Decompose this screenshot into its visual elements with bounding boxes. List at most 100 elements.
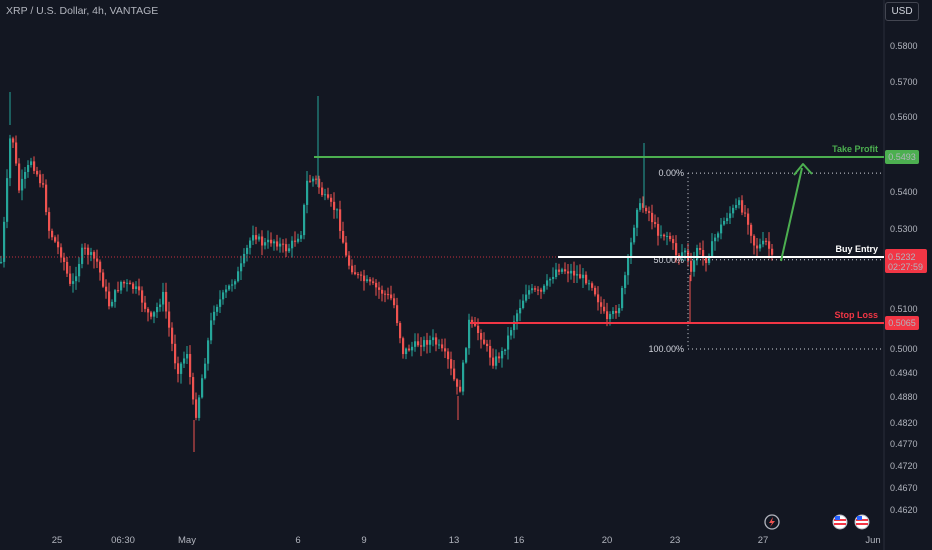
candle xyxy=(102,269,105,288)
candle xyxy=(483,332,486,345)
candle xyxy=(738,197,741,209)
candle xyxy=(261,230,264,256)
candle xyxy=(315,175,318,185)
candle xyxy=(630,237,633,264)
candle xyxy=(129,280,132,285)
candle xyxy=(405,347,408,360)
candle xyxy=(12,136,15,148)
candle xyxy=(165,282,168,319)
candle xyxy=(420,337,423,357)
candle xyxy=(354,264,357,276)
candle xyxy=(618,303,621,317)
candle xyxy=(207,337,210,371)
candle xyxy=(525,284,528,303)
candle xyxy=(648,206,651,222)
candle xyxy=(144,295,147,313)
candle xyxy=(291,236,294,258)
candle xyxy=(480,329,483,349)
candle xyxy=(78,257,81,283)
candle xyxy=(42,173,45,188)
candle xyxy=(459,379,462,393)
flag-canton xyxy=(835,516,840,520)
target-arrow-shaft xyxy=(780,167,803,262)
candle xyxy=(660,225,663,239)
candle xyxy=(435,333,438,352)
candle xyxy=(156,302,159,319)
candle xyxy=(771,244,774,261)
candle xyxy=(507,327,510,360)
x-tick-label: Jun xyxy=(865,535,880,546)
candle xyxy=(549,277,552,287)
candle xyxy=(36,166,39,177)
candle xyxy=(519,299,522,322)
candle xyxy=(564,262,567,275)
candle xyxy=(153,310,156,324)
candle xyxy=(264,238,267,250)
fib-level-label: 100.00% xyxy=(648,344,684,354)
candle xyxy=(762,231,765,248)
fib-level-label: 0.00% xyxy=(658,168,684,178)
candle xyxy=(654,214,657,228)
candle xyxy=(612,307,615,319)
candle xyxy=(162,282,165,312)
candle xyxy=(546,274,549,290)
candle xyxy=(513,315,516,339)
candle xyxy=(582,268,585,288)
candle xyxy=(537,286,540,296)
candle xyxy=(594,285,597,297)
candle xyxy=(321,182,324,197)
candle xyxy=(747,208,750,235)
candle xyxy=(498,352,501,363)
candle xyxy=(396,297,399,326)
candle xyxy=(615,304,618,319)
candle xyxy=(219,290,222,314)
candle xyxy=(465,347,468,364)
candle xyxy=(348,251,351,270)
candle xyxy=(75,266,78,290)
candle xyxy=(621,285,624,311)
x-tick-label: 16 xyxy=(514,535,525,546)
y-tick-label: 0.5300 xyxy=(890,224,918,234)
flag-stripe xyxy=(834,523,846,525)
candle xyxy=(297,233,300,244)
candle xyxy=(228,284,231,291)
candle xyxy=(426,332,429,354)
currency-button[interactable]: USD xyxy=(885,2,919,21)
candle xyxy=(66,257,69,277)
candle xyxy=(3,216,6,268)
candle xyxy=(330,193,333,207)
candle xyxy=(462,359,465,396)
candle xyxy=(456,378,459,395)
candle xyxy=(633,224,636,245)
candle xyxy=(336,208,339,219)
candle xyxy=(603,299,606,314)
candle xyxy=(555,262,558,280)
candle xyxy=(237,266,240,283)
candle xyxy=(585,271,588,285)
candle xyxy=(402,336,405,359)
candle xyxy=(366,275,369,283)
candle xyxy=(540,287,543,299)
fib-level-label: 50.00% xyxy=(653,255,684,265)
candle xyxy=(561,267,564,274)
candle xyxy=(72,273,75,293)
candle xyxy=(717,231,720,242)
candle xyxy=(138,278,141,296)
take-profit-price-label: 0.5493 xyxy=(888,152,916,162)
candle xyxy=(258,233,261,242)
candle xyxy=(24,166,27,189)
candle xyxy=(93,250,96,269)
candle xyxy=(438,339,441,350)
candle xyxy=(87,244,90,265)
candle xyxy=(501,347,504,368)
candle xyxy=(666,231,669,246)
y-tick-label: 0.5000 xyxy=(890,344,918,354)
candle xyxy=(486,339,489,352)
candle xyxy=(393,293,396,309)
candle xyxy=(273,239,276,251)
candle xyxy=(225,284,228,298)
candle xyxy=(117,281,120,293)
candle xyxy=(342,221,345,244)
candle xyxy=(123,280,126,288)
